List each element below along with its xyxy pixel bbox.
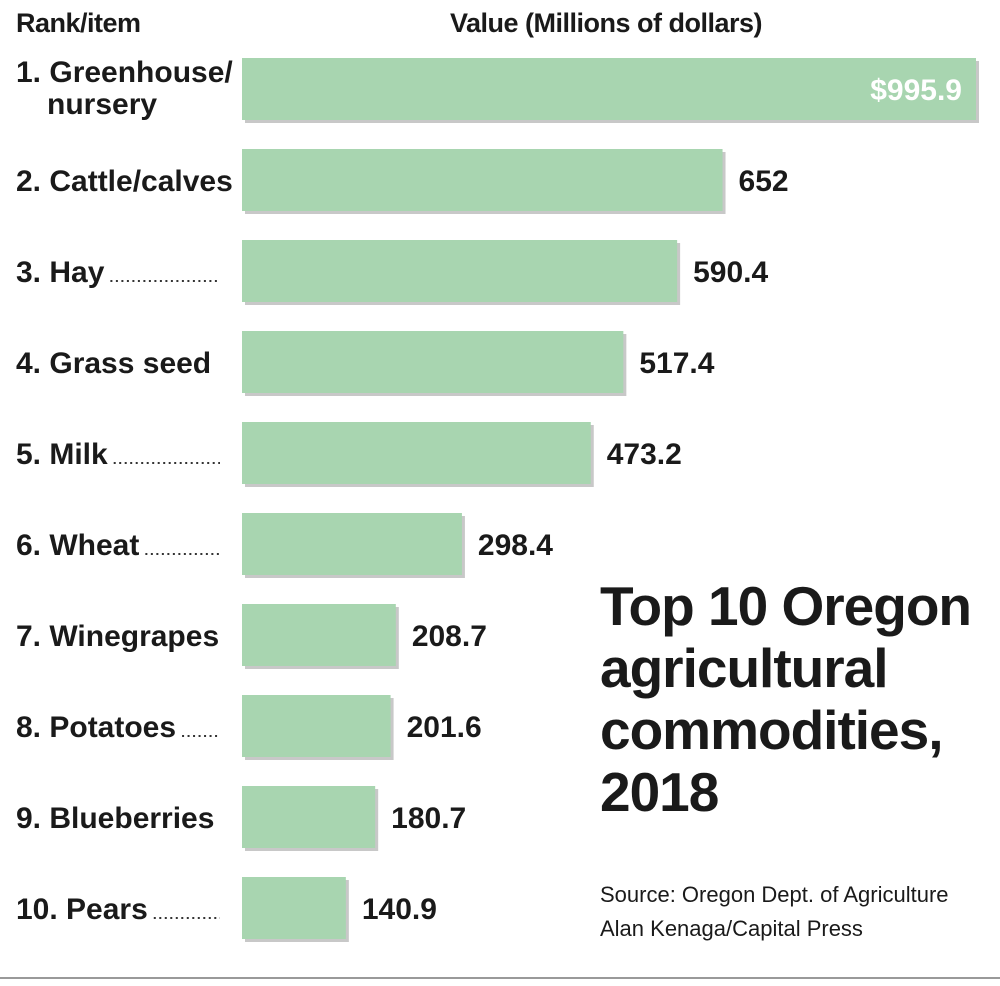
value-label: 180.7 [391,802,466,835]
bar [242,58,976,120]
category-label-text: 3. Hay [16,256,105,289]
source-line: Source: Oregon Dept. of Agriculture [600,882,949,907]
category-label-text: 2. Cattle/calves [16,165,233,198]
value-label: 590.4 [693,256,768,289]
bar [242,149,723,211]
bar [242,786,376,848]
bar [242,695,391,757]
bar [242,422,591,484]
category-label: 9. Blueberries [16,802,214,835]
title-line: agricultural [600,637,889,699]
bar [242,331,624,393]
value-label: 208.7 [412,620,487,653]
title-line: commodities, [600,699,944,761]
chart-title: Top 10 Oregon agricultural commodities, … [600,575,995,823]
category-label-text: 4. Grass seed [16,347,211,380]
category-label-text: nursery [47,88,157,121]
bottom-divider [0,977,1000,979]
category-label: 3. Hay [16,256,105,289]
title-line: 2018 [600,761,719,823]
category-label: 2. Cattle/calves [16,165,233,198]
bar [242,513,462,575]
category-label: 10. Pears [16,893,148,926]
category-label: 1. Greenhouse/nursery [16,56,233,121]
category-label: 6. Wheat [16,529,139,562]
title-line: Top 10 Oregon [600,575,972,637]
value-label: 201.6 [407,711,482,744]
bar [242,604,396,666]
value-axis-header: Value (Millions of dollars) [450,8,763,38]
category-label-text: 7. Winegrapes [16,620,219,653]
category-label: 5. Milk [16,438,108,471]
bar [242,877,346,939]
category-label: 8. Potatoes [16,711,176,744]
category-label: 4. Grass seed [16,347,211,380]
credit-line: Alan Kenaga/Capital Press [600,916,863,941]
rank-item-header: Rank/item [16,8,141,38]
bar [242,240,678,302]
category-label-text: 1. Greenhouse/ [16,56,233,89]
value-label: 473.2 [607,438,682,471]
value-label: $995.9 [870,74,962,107]
category-label-text: 10. Pears [16,893,148,926]
value-label: 140.9 [362,893,437,926]
value-label: 652 [739,165,789,198]
category-label-text: 5. Milk [16,438,108,471]
category-label: 7. Winegrapes [16,620,219,653]
value-label: 298.4 [478,529,553,562]
source-credit: Source: Oregon Dept. of Agriculture Alan… [600,878,949,946]
category-label-text: 8. Potatoes [16,711,176,744]
category-label-text: 9. Blueberries [16,802,214,835]
value-label: 517.4 [639,347,714,380]
category-label-text: 6. Wheat [16,529,139,562]
